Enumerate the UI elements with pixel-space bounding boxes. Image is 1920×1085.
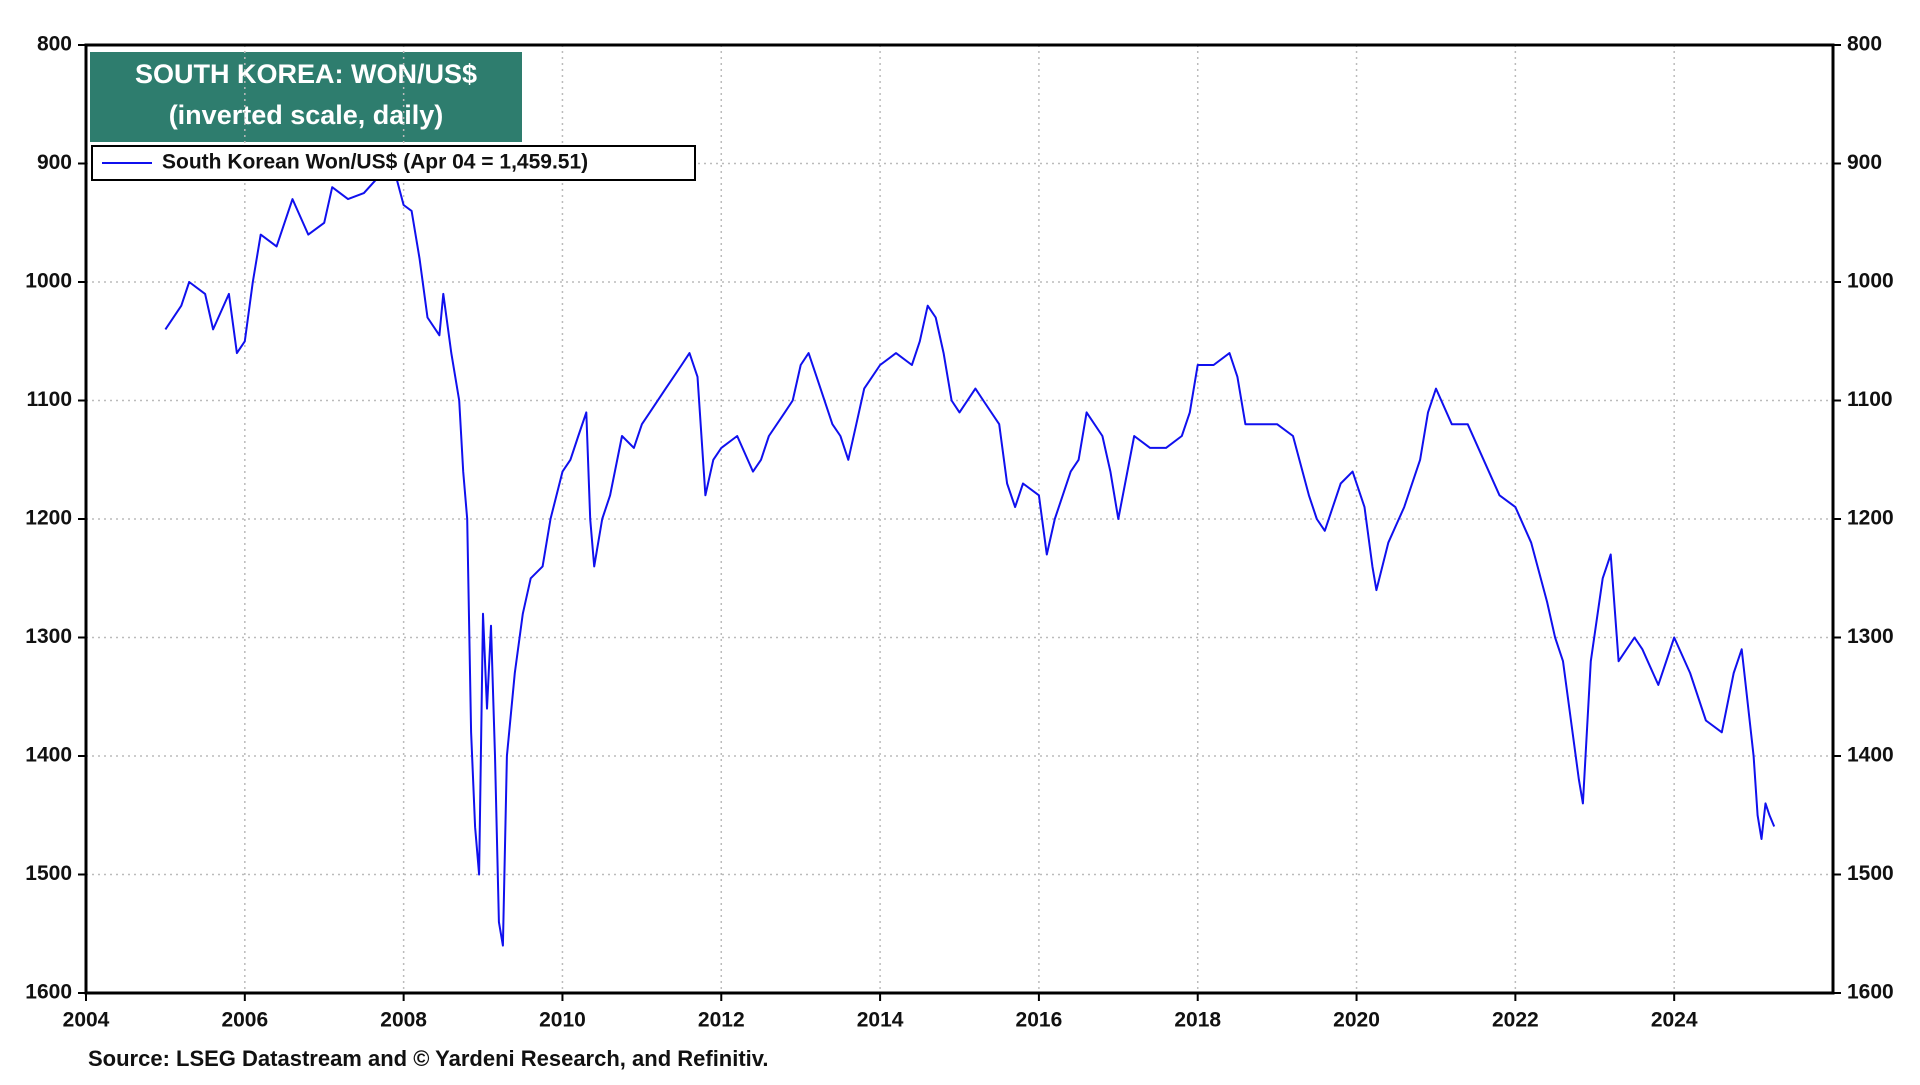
- chart-title: SOUTH KOREA: WON/US$: [135, 59, 477, 89]
- x-tick-label: 2022: [1492, 1009, 1539, 1032]
- y2-tick-label: 1100: [1847, 388, 1893, 411]
- x-tick-label: 2008: [380, 1009, 427, 1032]
- chart-subtitle: (inverted scale, daily): [169, 100, 444, 130]
- y2-tick-label: 1600: [1847, 981, 1894, 1004]
- y2-tick-label: 1500: [1847, 862, 1894, 885]
- data-line: [164, 174, 1776, 947]
- y-tick-label: 1600: [25, 981, 72, 1004]
- x-tick-label: 2016: [1016, 1009, 1063, 1032]
- y-tick-label: 900: [37, 151, 72, 174]
- y2-tick-label: 800: [1847, 33, 1882, 56]
- y2-tick-label: 900: [1847, 151, 1882, 174]
- y-tick-label: 1100: [26, 388, 72, 411]
- x-tick-label: 2004: [63, 1009, 110, 1032]
- y2-tick-label: 1000: [1847, 270, 1894, 293]
- legend-label: South Korean Won/US$ (Apr 04 = 1,459.51): [162, 151, 588, 174]
- y-tick-label: 1000: [25, 270, 72, 293]
- plot-frame: [84, 43, 1835, 995]
- y-tick-label: 800: [37, 33, 72, 56]
- y2-tick-label: 1400: [1847, 744, 1894, 767]
- x-tick-label: 2010: [539, 1009, 586, 1032]
- x-tick-label: 2024: [1651, 1009, 1698, 1032]
- y-tick-label: 1400: [25, 744, 72, 767]
- x-tick-label: 2012: [698, 1009, 745, 1032]
- x-tick-label: 2018: [1174, 1009, 1221, 1032]
- title-box: [90, 52, 522, 142]
- y-tick-label: 1200: [25, 507, 72, 530]
- y2-tick-label: 1200: [1847, 507, 1894, 530]
- y-tick-label: 1500: [25, 862, 72, 885]
- x-tick-label: 2006: [221, 1009, 268, 1032]
- legend-box: [91, 145, 696, 181]
- source-note: Source: LSEG Datastream and © Yardeni Re…: [88, 1046, 769, 1071]
- x-tick-label: 2020: [1333, 1009, 1380, 1032]
- y-tick-label: 1300: [25, 625, 72, 648]
- x-tick-label: 2014: [857, 1009, 904, 1032]
- y2-tick-label: 1300: [1847, 625, 1894, 648]
